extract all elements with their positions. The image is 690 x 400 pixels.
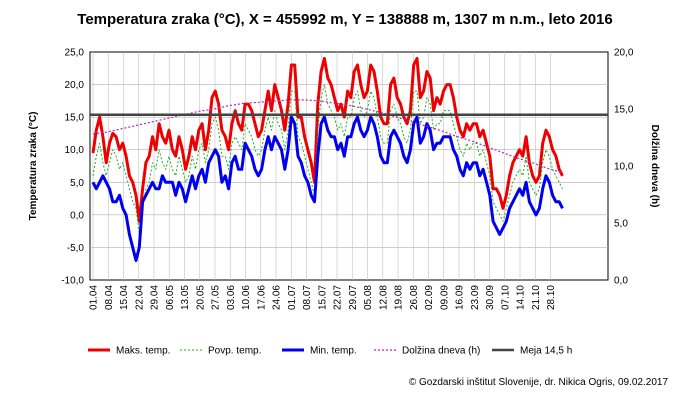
- y-tick-left-label: -10,0: [61, 276, 84, 287]
- y-tick-right-label: 15,0: [614, 105, 634, 116]
- x-tick-label: 24.06: [272, 285, 283, 310]
- x-tick-label: 05.08: [363, 285, 374, 310]
- y-tick-right-label: 5,0: [614, 219, 628, 230]
- x-tick-label: 15.07: [317, 285, 328, 310]
- x-tick-label: 07.10: [500, 285, 511, 310]
- x-tick-label: 12.08: [378, 285, 389, 310]
- x-tick-label: 13.05: [180, 285, 191, 310]
- legend-label: Povp. temp.: [208, 346, 261, 357]
- x-tick-label: 08.07: [302, 285, 313, 310]
- x-tick-label: 22.07: [333, 285, 344, 310]
- y-axis-right-label: Dolžina dneva (h): [649, 125, 660, 208]
- x-tick-label: 02.09: [424, 285, 435, 310]
- legend-label: Maks. temp.: [116, 346, 170, 357]
- x-tick-label: 26.08: [409, 285, 420, 310]
- x-tick-label: 15.04: [119, 285, 130, 310]
- x-tick-label: 28.10: [546, 285, 557, 310]
- legend: Maks. temp. Povp. temp. Min. temp. Dolžina …: [88, 346, 572, 357]
- y-axis-left: 25,0 20,0 15,0 10,0 5,0 0,0 -5,0 -10,0: [61, 48, 84, 287]
- y-axis-right: 20,0 15,0 10,0 5,0 0,0: [614, 48, 634, 287]
- x-tick-label: 19.08: [394, 285, 405, 310]
- x-tick-label: 03.06: [226, 285, 237, 310]
- x-tick-label: 01.07: [287, 285, 298, 310]
- x-tick-label: 16.09: [455, 285, 466, 310]
- x-tick-label: 08.04: [104, 285, 115, 310]
- plot-area: [89, 51, 609, 281]
- y-tick-left-label: 20,0: [65, 80, 85, 91]
- x-tick-label: 17.06: [256, 285, 267, 310]
- x-tick-label: 10.06: [241, 285, 252, 310]
- x-tick-label: 14.10: [516, 285, 527, 310]
- chart-title: Temperatura zraka (°C), X = 455992 m, Y …: [77, 11, 612, 28]
- y-tick-right-label: 20,0: [614, 48, 634, 59]
- grid: [90, 52, 608, 280]
- x-tick-label: 22.04: [134, 285, 145, 310]
- y-tick-left-label: 0,0: [70, 210, 84, 221]
- x-tick-label: 30.09: [485, 285, 496, 310]
- x-tick-label: 29.04: [150, 285, 161, 310]
- series-line-0: [91, 57, 564, 223]
- y-tick-left-label: 15,0: [65, 113, 85, 124]
- x-tick-label: 01.04: [89, 285, 100, 310]
- credit: © Gozdarski inštitut Slovenije, dr. Niki…: [409, 377, 669, 388]
- x-tick-label: 23.09: [470, 285, 481, 310]
- y-tick-left-label: 5,0: [70, 178, 84, 189]
- series-layer: [90, 57, 608, 262]
- y-tick-right-label: 0,0: [614, 276, 628, 287]
- x-tick-label: 06.05: [165, 285, 176, 310]
- y-tick-left-label: 10,0: [65, 145, 85, 156]
- legend-label: Min. temp.: [310, 346, 357, 357]
- y-tick-left-label: -5,0: [67, 243, 85, 254]
- x-tick-label: 20.05: [195, 285, 206, 310]
- series-line-2: [91, 115, 564, 262]
- legend-label: Meja 14,5 h: [520, 346, 572, 357]
- y-tick-right-label: 10,0: [614, 162, 634, 173]
- x-axis: 01.04 08.04 15.04 22.04 29.04 06.05 13.05 20.05…: [89, 285, 558, 310]
- series-line-3: [92, 99, 563, 174]
- y-tick-left-label: 25,0: [65, 48, 85, 59]
- legend-label: Dolžina dneva (h): [402, 346, 480, 357]
- x-tick-label: 29.07: [348, 285, 359, 310]
- x-tick-label: 21.10: [531, 285, 542, 310]
- y-axis-left-label: Temperatura zraka (°C): [28, 112, 39, 221]
- x-tick-label: 09.09: [439, 285, 450, 310]
- series-line-1: [92, 84, 563, 235]
- x-tick-label: 27.05: [211, 285, 222, 310]
